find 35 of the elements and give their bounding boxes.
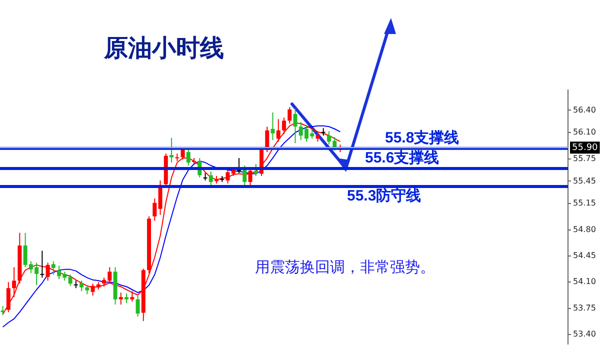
y-tick-label: 54.80 <box>573 224 596 234</box>
y-tick-label: 56.40 <box>573 105 596 114</box>
annotation: 用震荡换回调，非常强势。 <box>255 258 435 276</box>
candlestick <box>293 108 298 144</box>
y-tick-label: 55.45 <box>573 176 596 186</box>
ref-line-label: 55.8支撑线 <box>385 129 460 146</box>
ref-line-label: 55.3防守线 <box>347 186 422 205</box>
y-tick-label: 53.40 <box>573 330 596 339</box>
candlestick <box>152 198 157 222</box>
candlestick <box>136 295 140 318</box>
ref-line-label: 55.90 <box>572 142 598 153</box>
y-tick-label: 54.45 <box>573 251 596 260</box>
candlestick <box>40 250 44 278</box>
candlestick <box>270 112 275 141</box>
y-tick-label: 56.10 <box>573 128 596 137</box>
candlestick <box>130 290 134 302</box>
candlestick <box>254 164 258 176</box>
candlestick <box>51 260 56 276</box>
ref-line-label: 55.6支撑线 <box>365 150 440 167</box>
candlestick <box>46 262 50 282</box>
candlestick <box>237 158 242 174</box>
y-tick-label: 55.75 <box>573 154 596 163</box>
candlestick <box>118 292 123 306</box>
candlestick <box>80 280 84 292</box>
candlestick <box>68 274 72 286</box>
candlestick <box>170 137 174 164</box>
y-tick-label: 53.75 <box>573 303 596 312</box>
chart-title: 原油小时线 <box>104 33 224 64</box>
candlestick <box>208 170 213 186</box>
candlestick <box>242 165 247 187</box>
y-tick-label: 55.15 <box>573 198 596 208</box>
candlestick <box>186 148 190 166</box>
y-tick-label: 54.10 <box>573 277 596 286</box>
candlestick <box>12 266 16 298</box>
candlestick <box>124 292 129 304</box>
